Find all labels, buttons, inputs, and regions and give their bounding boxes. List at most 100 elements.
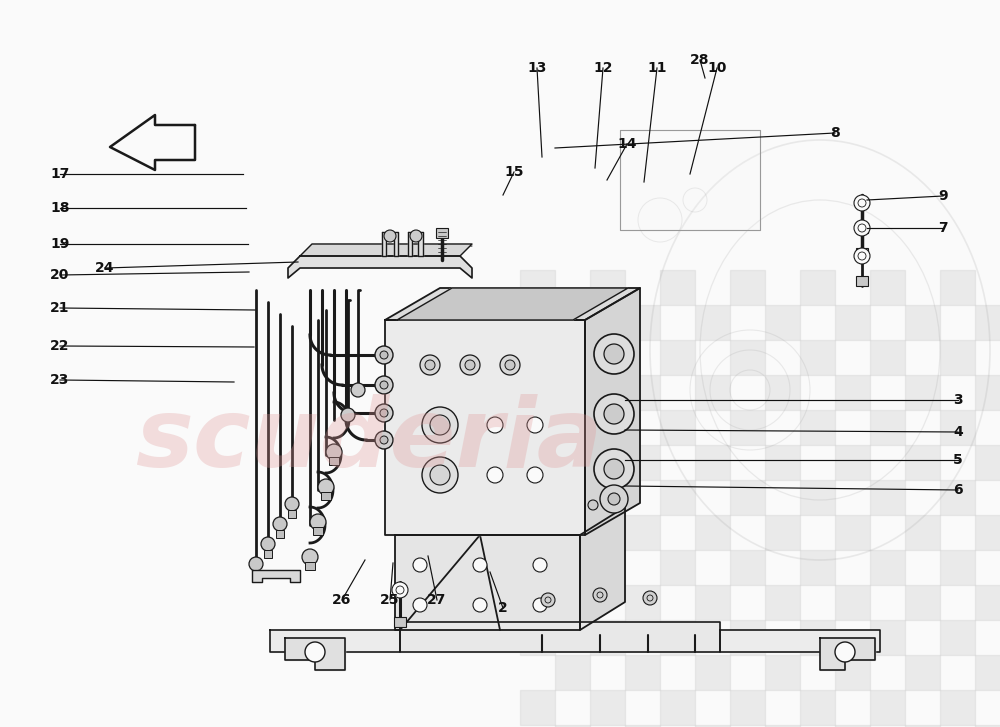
Bar <box>870 480 905 515</box>
Bar <box>394 617 406 627</box>
Bar <box>800 410 835 445</box>
Circle shape <box>643 591 657 605</box>
Bar <box>870 550 905 585</box>
Bar <box>730 550 765 585</box>
Text: 13: 13 <box>527 61 547 75</box>
Bar <box>520 480 555 515</box>
Bar <box>765 725 800 727</box>
Bar <box>856 248 868 258</box>
Bar <box>975 725 1000 727</box>
Bar <box>800 480 835 515</box>
Bar <box>590 690 625 725</box>
Bar <box>660 690 695 725</box>
Circle shape <box>422 457 458 493</box>
Circle shape <box>305 642 325 662</box>
Bar <box>590 410 625 445</box>
Bar <box>625 375 660 410</box>
Circle shape <box>533 558 547 572</box>
Bar <box>975 585 1000 620</box>
Bar <box>800 340 835 375</box>
Circle shape <box>310 514 326 530</box>
Bar <box>835 445 870 480</box>
Circle shape <box>261 537 275 551</box>
Circle shape <box>375 404 393 422</box>
Bar <box>590 620 625 655</box>
Bar <box>625 445 660 480</box>
Circle shape <box>608 493 620 505</box>
Polygon shape <box>395 535 580 630</box>
Polygon shape <box>288 256 472 278</box>
Polygon shape <box>408 232 423 256</box>
Circle shape <box>422 407 458 443</box>
Polygon shape <box>580 507 625 630</box>
Polygon shape <box>382 232 398 256</box>
Bar <box>520 620 555 655</box>
Bar <box>625 305 660 340</box>
Circle shape <box>600 485 628 513</box>
Bar <box>321 492 331 500</box>
Circle shape <box>604 344 624 364</box>
Text: 25: 25 <box>380 593 400 607</box>
Circle shape <box>302 549 318 565</box>
Circle shape <box>285 497 299 511</box>
Bar <box>436 228 448 238</box>
Circle shape <box>380 381 388 389</box>
Polygon shape <box>620 130 760 230</box>
Bar <box>288 510 296 518</box>
Circle shape <box>588 500 598 510</box>
Bar <box>765 305 800 340</box>
Text: scuderia: scuderia <box>135 393 602 486</box>
Text: 23: 23 <box>50 373 70 387</box>
Bar <box>835 725 870 727</box>
Circle shape <box>380 409 388 417</box>
Bar <box>660 480 695 515</box>
Text: 5: 5 <box>953 453 963 467</box>
Circle shape <box>375 431 393 449</box>
Circle shape <box>604 459 624 479</box>
Bar <box>870 410 905 445</box>
Circle shape <box>392 582 408 598</box>
Bar <box>625 655 660 690</box>
Bar <box>555 655 590 690</box>
Text: 18: 18 <box>50 201 70 215</box>
Bar <box>905 655 940 690</box>
Bar <box>870 340 905 375</box>
Bar <box>905 515 940 550</box>
Circle shape <box>375 376 393 394</box>
Bar <box>940 270 975 305</box>
Bar <box>520 340 555 375</box>
Bar <box>625 725 660 727</box>
Circle shape <box>410 230 422 242</box>
Bar <box>905 305 940 340</box>
Bar <box>590 480 625 515</box>
Circle shape <box>473 598 487 612</box>
Bar <box>730 690 765 725</box>
Circle shape <box>318 479 334 495</box>
Bar <box>856 223 868 233</box>
Circle shape <box>341 408 355 422</box>
Circle shape <box>594 449 634 489</box>
Text: 11: 11 <box>647 61 667 75</box>
Circle shape <box>541 593 555 607</box>
Circle shape <box>249 557 263 571</box>
Bar <box>520 270 555 305</box>
Bar <box>905 445 940 480</box>
Text: 3: 3 <box>953 393 963 407</box>
Circle shape <box>430 415 450 435</box>
Circle shape <box>500 355 520 375</box>
Bar <box>520 410 555 445</box>
Circle shape <box>527 467 543 483</box>
Bar <box>555 725 590 727</box>
Text: 10: 10 <box>707 61 727 75</box>
Bar <box>870 620 905 655</box>
Circle shape <box>487 467 503 483</box>
Bar <box>870 690 905 725</box>
Bar <box>940 340 975 375</box>
Circle shape <box>413 598 427 612</box>
Bar <box>905 725 940 727</box>
Bar <box>555 515 590 550</box>
Bar <box>695 445 730 480</box>
Bar <box>730 410 765 445</box>
Bar <box>940 620 975 655</box>
Polygon shape <box>285 638 345 670</box>
